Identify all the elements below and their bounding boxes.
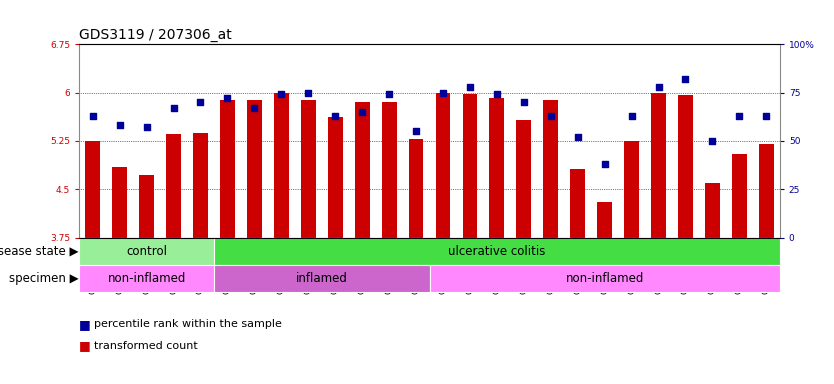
Point <box>463 84 476 90</box>
Bar <box>113 167 127 238</box>
Text: control: control <box>126 245 167 258</box>
Point <box>113 122 126 129</box>
Text: GDS3119 / 207306_at: GDS3119 / 207306_at <box>79 28 232 42</box>
Point <box>248 105 261 111</box>
Point <box>86 113 99 119</box>
Point <box>625 113 638 119</box>
Bar <box>430 265 780 292</box>
Bar <box>220 100 235 238</box>
Bar <box>435 93 450 238</box>
Point <box>436 89 450 96</box>
Point <box>571 134 585 140</box>
Point <box>490 91 504 98</box>
Bar <box>79 238 214 265</box>
Bar <box>214 265 430 292</box>
Point <box>302 89 315 96</box>
Bar <box>678 95 693 238</box>
Bar <box>214 238 780 265</box>
Text: inflamed: inflamed <box>296 272 348 285</box>
Point <box>517 99 530 105</box>
Text: disease state ▶: disease state ▶ <box>0 245 78 258</box>
Point <box>706 138 719 144</box>
Point <box>760 113 773 119</box>
Bar <box>732 154 746 238</box>
Text: non-inflamed: non-inflamed <box>108 272 186 285</box>
Bar <box>354 102 369 238</box>
Bar <box>274 93 289 238</box>
Point <box>274 91 288 98</box>
Point <box>193 99 207 105</box>
Point <box>355 109 369 115</box>
Bar <box>570 169 585 238</box>
Bar <box>597 202 612 238</box>
Bar <box>624 141 639 238</box>
Bar <box>166 134 181 238</box>
Point <box>652 84 666 90</box>
Point <box>383 91 396 98</box>
Bar <box>409 139 424 238</box>
Point <box>733 113 746 119</box>
Point <box>679 76 692 82</box>
Bar <box>705 183 720 238</box>
Bar <box>463 94 477 238</box>
Point <box>409 128 423 134</box>
Bar <box>544 100 558 238</box>
Bar <box>139 175 154 238</box>
Text: non-inflamed: non-inflamed <box>565 272 644 285</box>
Point <box>167 105 180 111</box>
Bar <box>382 102 396 238</box>
Bar <box>328 117 343 238</box>
Bar <box>193 132 208 238</box>
Text: ulcerative colitis: ulcerative colitis <box>448 245 545 258</box>
Bar <box>759 144 774 238</box>
Bar <box>651 93 666 238</box>
Text: ■: ■ <box>79 339 91 352</box>
Bar <box>247 100 262 238</box>
Bar <box>85 141 100 238</box>
Bar <box>490 98 505 238</box>
Point <box>140 124 153 131</box>
Point <box>544 113 557 119</box>
Text: transformed count: transformed count <box>94 341 198 351</box>
Bar <box>516 120 531 238</box>
Point <box>221 95 234 101</box>
Text: percentile rank within the sample: percentile rank within the sample <box>94 319 282 329</box>
Bar <box>79 265 214 292</box>
Bar <box>301 100 315 238</box>
Text: ■: ■ <box>79 318 91 331</box>
Text: specimen ▶: specimen ▶ <box>9 272 78 285</box>
Point <box>329 113 342 119</box>
Point <box>598 161 611 167</box>
